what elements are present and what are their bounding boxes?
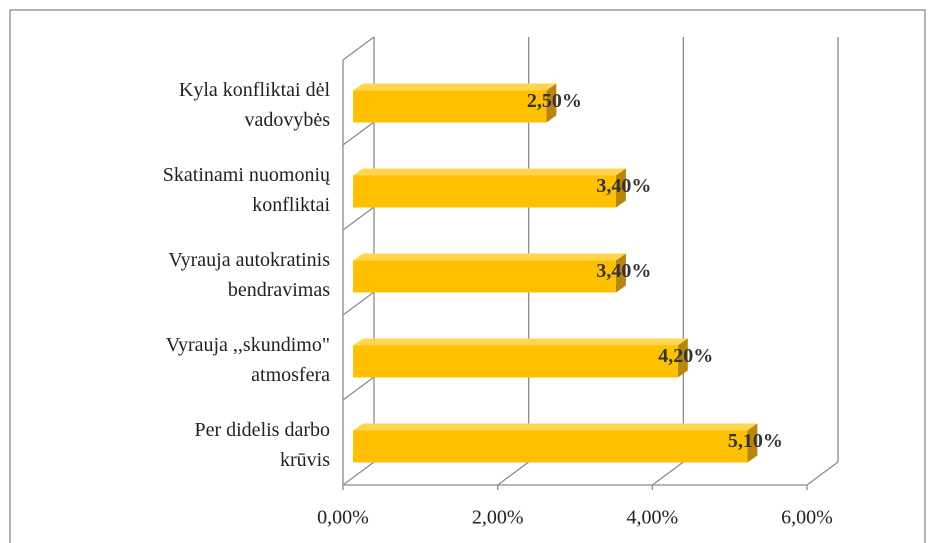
tick-mark — [342, 206, 375, 231]
floor-line — [651, 461, 684, 486]
x-tick-label: 2,00% — [472, 507, 524, 529]
value-label: 3,40% — [596, 260, 651, 282]
tick-mark — [342, 291, 375, 316]
value-label: 4,20% — [658, 345, 713, 367]
y-tick-label: Skatinami nuomonių — [163, 164, 331, 186]
tick-mark — [342, 121, 375, 146]
bar-top — [353, 168, 626, 176]
bar-side — [546, 83, 557, 123]
chart-border — [9, 9, 926, 543]
bar-top — [353, 83, 557, 91]
bar-side — [615, 253, 626, 293]
bar-top — [353, 338, 688, 346]
floor-line — [342, 461, 375, 486]
floor-line — [806, 461, 839, 486]
bar — [353, 345, 678, 378]
x-tick-label: 6,00% — [781, 507, 833, 529]
value-label: 2,50% — [527, 90, 582, 112]
bar-side — [747, 423, 758, 463]
x-tick-label: 4,00% — [626, 507, 678, 529]
bar-side — [677, 338, 688, 378]
axis-line — [342, 36, 375, 61]
bar-side — [615, 168, 626, 208]
x-tick-label: 0,00% — [317, 507, 369, 529]
y-tick-label: Per didelis darbo — [194, 419, 330, 441]
bar-top — [353, 423, 758, 431]
y-tick-label: konfliktai — [252, 194, 330, 216]
y-tick-label: Vyrauja autokratinis — [168, 249, 330, 271]
bar — [353, 90, 547, 123]
floor-line — [497, 461, 530, 486]
y-tick-label: bendravimas — [228, 279, 330, 301]
bar-top — [353, 253, 626, 261]
y-tick-label: vadovybės — [244, 109, 330, 131]
y-tick-label: atmosfera — [251, 364, 330, 386]
y-tick-label: Vyrauja ,,skundimo" — [166, 334, 330, 356]
y-tick-label: Kyla konfliktai dėl — [179, 79, 331, 101]
bar — [353, 430, 748, 463]
value-label: 3,40% — [596, 175, 651, 197]
y-tick-label: krūvis — [280, 449, 330, 471]
tick-mark — [342, 376, 375, 401]
bar — [353, 175, 616, 208]
bar — [353, 260, 616, 293]
value-label: 5,10% — [728, 430, 783, 452]
